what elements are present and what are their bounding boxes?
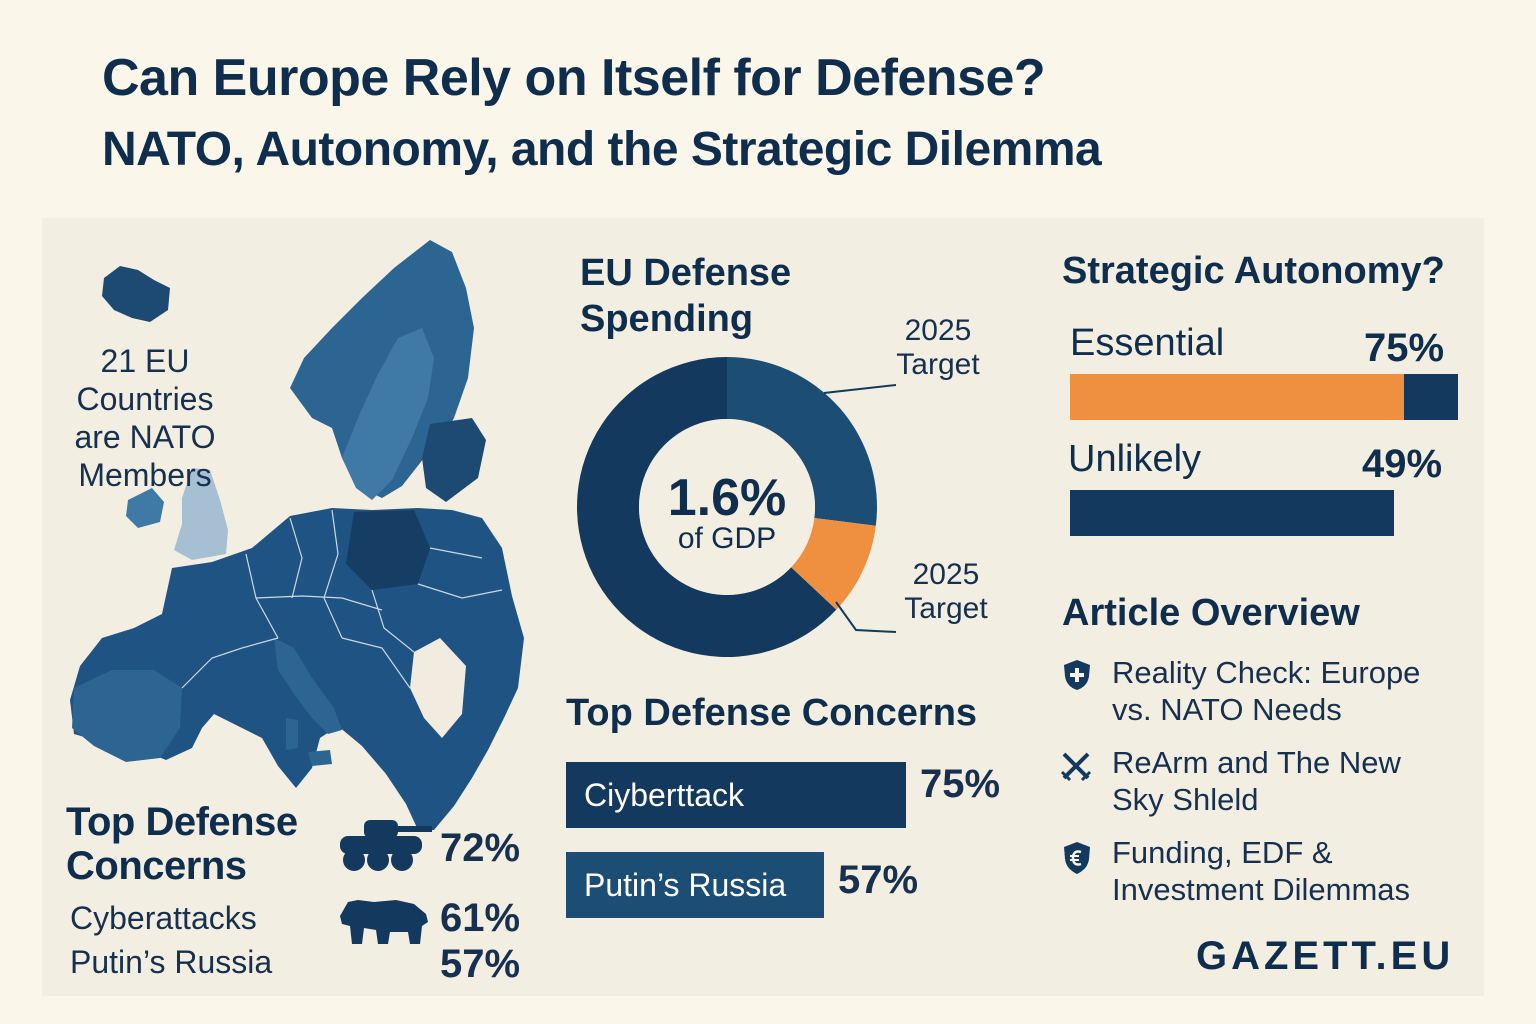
donut-hole bbox=[639, 419, 815, 595]
donut-annotation-top-year: 2025 bbox=[904, 314, 972, 347]
map-italy bbox=[274, 638, 342, 734]
shield-plus-icon bbox=[1064, 660, 1090, 690]
autonomy-bar-unlikely bbox=[1070, 490, 1394, 536]
concerns-chart-title: Top Defense Concerns bbox=[566, 692, 978, 734]
concerns-bar-russia: Putin’s Russia bbox=[566, 852, 824, 918]
autonomy-label-unlikely: Unlikely bbox=[1068, 438, 1202, 480]
left-concern-cyberattacks: Cyberattacks bbox=[70, 900, 257, 936]
page-subtitle: NATO, Autonomy, and the Strategic Dilemm… bbox=[102, 123, 1102, 176]
map-iberia bbox=[72, 670, 182, 762]
overview-item-3-line-1: Funding, EDF & bbox=[1112, 835, 1333, 870]
donut-annotation-bottom-year: 2025 bbox=[912, 558, 980, 591]
overview-item-3-line-2: Investment Dilemmas bbox=[1112, 872, 1411, 907]
donut-title-line-1: EU Defense bbox=[580, 252, 792, 294]
overview-item-1-line-1: Reality Check: Europe bbox=[1112, 655, 1421, 690]
left-concerns-heading-line-1: Top Defense bbox=[66, 800, 298, 844]
concerns-pct-cyberattack: 75% bbox=[920, 762, 1001, 806]
autonomy-bar-essential bbox=[1070, 374, 1404, 420]
left-concerns-heading: Top Defense Concerns bbox=[66, 800, 298, 888]
map-label-line-1: 21 EU bbox=[100, 343, 190, 379]
callout-line-top bbox=[823, 384, 897, 394]
overview-item-2-line-1: ReArm and The New bbox=[1112, 745, 1401, 780]
map-poland bbox=[346, 510, 430, 590]
map-baltics bbox=[422, 418, 486, 502]
crossed-swords-icon bbox=[1060, 752, 1092, 782]
map-sweden bbox=[342, 328, 434, 500]
bear-icon bbox=[340, 900, 428, 944]
map-borders bbox=[181, 509, 503, 689]
overview-item-2-line-2: Sky Shleld bbox=[1112, 782, 1259, 817]
autonomy-pct-essential: 75% bbox=[1364, 326, 1445, 370]
europe-map bbox=[70, 240, 524, 830]
left-concerns-heading-line-2: Concerns bbox=[66, 844, 247, 888]
map-uk bbox=[174, 468, 228, 560]
donut-annotation-bottom-text: Target bbox=[904, 592, 988, 625]
donut-slice-mid bbox=[727, 357, 877, 526]
donut-chart bbox=[577, 357, 897, 657]
donut-title-line-2: Spending bbox=[580, 298, 754, 340]
map-label-line-4: Members bbox=[78, 457, 212, 493]
tank-icon bbox=[340, 820, 432, 871]
callout-line-bottom bbox=[835, 601, 897, 633]
donut-annotation-top: 2025 Target bbox=[880, 314, 996, 382]
overview-item-3[interactable]: Funding, EDF & Investment Dilemmas bbox=[1112, 834, 1410, 908]
donut-annotation-top-text: Target bbox=[896, 348, 980, 381]
donut-title: EU Defense Spending bbox=[580, 250, 791, 342]
map-sardinia bbox=[286, 718, 298, 750]
map-iceland bbox=[102, 266, 170, 322]
map-ireland bbox=[126, 488, 164, 528]
donut-slice-dark bbox=[577, 357, 837, 657]
overview-item-1[interactable]: Reality Check: Europe vs. NATO Needs bbox=[1112, 654, 1420, 728]
nato-members-label: 21 EU Countries are NATO Members bbox=[60, 342, 230, 494]
autonomy-label-essential: Essential bbox=[1070, 322, 1225, 364]
autonomy-track-essential bbox=[1070, 374, 1458, 420]
autonomy-chart-title: Strategic Autonomy? bbox=[1062, 250, 1445, 292]
concerns-pct-russia: 57% bbox=[838, 858, 919, 902]
map-label-line-3: are NATO bbox=[74, 419, 216, 455]
overview-item-2[interactable]: ReArm and The New Sky Shleld bbox=[1112, 744, 1401, 818]
donut-slice-orange bbox=[791, 518, 876, 610]
map-balkans bbox=[410, 638, 466, 738]
left-concern-russia: Putin’s Russia bbox=[70, 944, 273, 980]
left-pct-61: 61% bbox=[440, 896, 521, 940]
concerns-bar-cyberattack: Ciyberttack bbox=[566, 762, 906, 828]
map-sicily bbox=[308, 750, 332, 766]
euro-shield-icon bbox=[1064, 842, 1090, 874]
page-title: Can Europe Rely on Itself for Defense? bbox=[102, 49, 1046, 107]
donut-center-label: of GDP bbox=[677, 522, 777, 555]
overview-heading: Article Overview bbox=[1062, 592, 1360, 634]
left-pct-57: 57% bbox=[440, 942, 521, 986]
autonomy-pct-unlikely: 49% bbox=[1362, 442, 1443, 486]
overview-item-1-line-2: vs. NATO Needs bbox=[1112, 692, 1342, 727]
map-label-line-2: Countries bbox=[76, 381, 214, 417]
left-pct-72: 72% bbox=[440, 826, 521, 870]
donut-annotation-bottom: 2025 Target bbox=[888, 558, 1004, 626]
donut-center-value: 1.6% bbox=[667, 469, 787, 527]
brand-logo[interactable]: GAZETT.EU bbox=[1196, 934, 1455, 978]
